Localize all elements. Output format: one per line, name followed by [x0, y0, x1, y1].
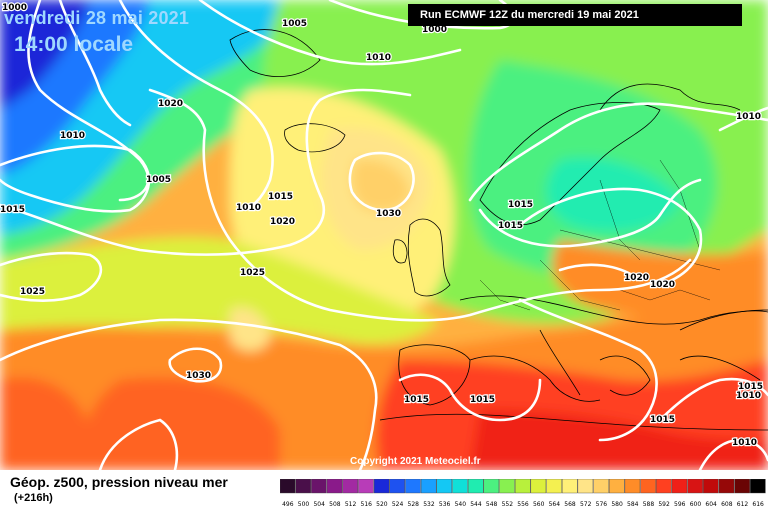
scale-swatch [483, 479, 500, 494]
scale-swatch [358, 479, 374, 494]
run-info-banner: Run ECMWF 12Z du mercredi 19 mai 2021 [408, 4, 742, 26]
scale-tick-label: 592 [658, 501, 670, 508]
scale-swatch [687, 479, 703, 494]
scale-swatch [734, 479, 750, 494]
isobar-label: 1020 [270, 217, 295, 227]
scale-tick-label: 564 [549, 501, 561, 508]
isobar-label: 1015 [738, 382, 763, 392]
scale-tick-label: 604 [705, 501, 717, 508]
isobar-label: 1010 [366, 53, 391, 63]
lead-time: (+216h) [14, 492, 53, 504]
scale-swatch [609, 479, 625, 494]
scale-tick-label: 588 [643, 501, 655, 508]
scale-tick-label: 532 [423, 501, 435, 508]
scale-tick-label: 568 [564, 501, 576, 508]
isobar-label: 1005 [146, 175, 171, 185]
copyright-notice: Copyright 2021 Meteociel.fr [350, 456, 481, 467]
geopotential-field [0, 0, 768, 470]
scale-tick-label: 600 [690, 501, 702, 508]
scale-swatch [311, 479, 327, 494]
scale-tick-label: 616 [752, 501, 764, 508]
scale-tick-label: 584 [627, 501, 639, 508]
scale-swatch [624, 479, 641, 494]
scale-tick-label: 572 [580, 501, 592, 508]
isobar-label: 1015 [268, 192, 293, 202]
isobar-label: 1030 [376, 209, 401, 219]
isobar-label: 1010 [736, 112, 761, 122]
scale-swatch [656, 479, 672, 494]
valid-time: 14:00 locale [14, 33, 134, 56]
scale-tick-label: 536 [439, 501, 451, 508]
isobar-label: 1025 [240, 268, 265, 278]
field-title: Géop. z500, pression niveau mer [10, 474, 228, 490]
scale-tick-label: 612 [737, 501, 749, 508]
isobar-label: 1015 [650, 415, 675, 425]
scale-tick-label: 580 [611, 501, 623, 508]
scale-swatch [671, 479, 688, 494]
scale-tick-label: 560 [533, 501, 545, 508]
scale-tick-label: 496 [282, 501, 294, 508]
isobar-label: 1025 [20, 287, 45, 297]
scale-tick-label: 544 [470, 501, 482, 508]
scale-tick-label: 504 [313, 501, 325, 508]
scale-swatch [436, 479, 453, 494]
scale-swatch [718, 479, 735, 494]
scale-tick-label: 608 [721, 501, 733, 508]
isobar-label: 1000 [422, 25, 447, 35]
scale-swatch [640, 479, 656, 494]
scale-tick-label: 556 [517, 501, 529, 508]
scale-swatch [703, 479, 719, 494]
scale-swatch [561, 479, 578, 494]
scale-swatch [546, 479, 562, 494]
isobar-label: 1010 [736, 391, 761, 401]
isobar-label: 1030 [186, 371, 211, 381]
scale-tick-label: 552 [502, 501, 514, 508]
scale-swatch [280, 479, 296, 494]
scale-tick-label: 500 [298, 501, 310, 508]
scale-swatch [326, 479, 343, 494]
isobar-label: 1015 [404, 395, 429, 405]
isobar-label: 1000 [2, 3, 27, 13]
scale-swatch [577, 479, 594, 494]
scale-tick-label: 516 [361, 501, 373, 508]
isobar-label: 1015 [470, 395, 495, 405]
scale-swatch [405, 479, 421, 494]
scale-tick-label: 512 [345, 501, 357, 508]
isobar-label: 1010 [236, 203, 261, 213]
isobar-label: 1020 [624, 273, 649, 283]
isobar-labels: 1000 1005 1000 1010 1020 1010 1005 1015 … [0, 2, 764, 449]
scale-tick-label: 548 [486, 501, 498, 508]
scale-tick-label: 524 [392, 501, 404, 508]
scale-swatch [342, 479, 358, 494]
scale-swatch [593, 479, 609, 494]
scale-swatch [295, 479, 311, 494]
scale-swatch [750, 479, 766, 494]
scale-tick-label: 596 [674, 501, 686, 508]
scale-swatch [499, 479, 515, 494]
isobar-label: 1010 [732, 438, 757, 448]
scale-swatch [467, 479, 484, 494]
color-scale: 496 500 504 508 512 516 520 524 528 532 536 540 544 5… [280, 479, 766, 508]
isobar-label: 1020 [158, 99, 183, 109]
isobar-label: 1015 [0, 205, 25, 215]
isobar-label: 1015 [498, 221, 523, 231]
coastlines [229, 29, 768, 431]
isobar-label: 1020 [650, 280, 675, 290]
scale-tick-label: 576 [596, 501, 608, 508]
scale-swatch [530, 479, 547, 494]
valid-date: vendredi 28 mai 2021 [4, 8, 190, 28]
scale-swatch [452, 479, 468, 494]
scale-swatch [420, 479, 437, 494]
scale-swatch [373, 479, 390, 494]
scale-tick-label: 520 [376, 501, 388, 508]
scale-swatch [514, 479, 531, 494]
scale-tick-label: 508 [329, 501, 341, 508]
isobar-label: 1015 [508, 200, 533, 210]
weather-map: 1000 1005 1000 1010 1020 1010 1005 1015 … [0, 0, 768, 470]
scale-tick-label: 528 [408, 501, 420, 508]
isobar-label: 1005 [282, 19, 307, 29]
scale-swatch [389, 479, 406, 494]
scale-tick-label: 540 [455, 501, 467, 508]
isobar-label: 1010 [60, 131, 85, 141]
